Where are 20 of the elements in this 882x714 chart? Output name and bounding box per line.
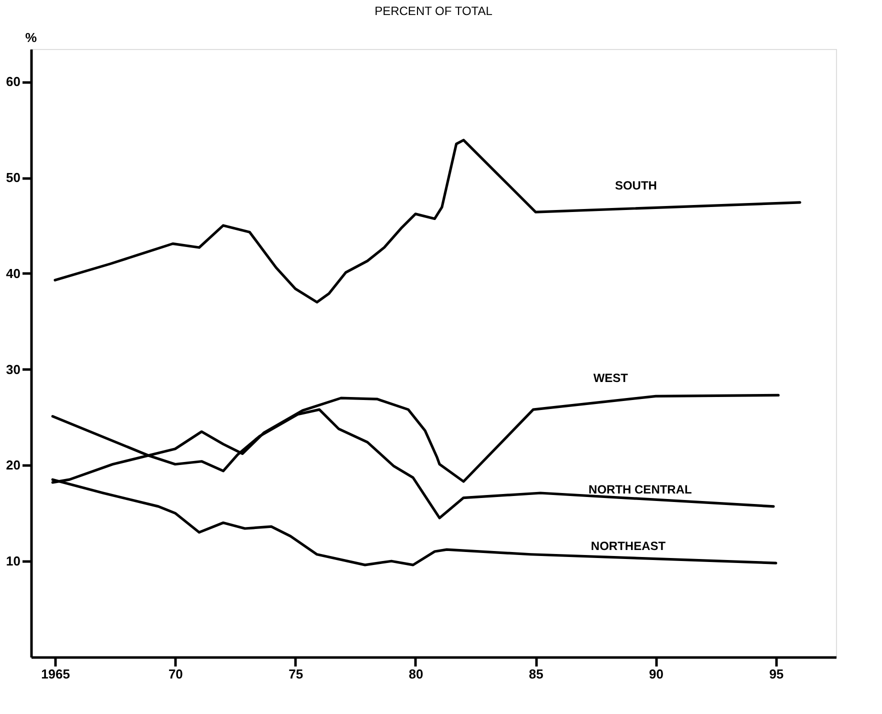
x-tick-label: 85 (528, 666, 544, 682)
x-tick-label: 1965 (41, 666, 70, 682)
y-tick-label: 50 (6, 170, 20, 186)
y-tick-label: 10 (6, 554, 20, 569)
y-tick-label: 20 (6, 458, 20, 473)
x-tick-label: 90 (649, 666, 664, 682)
y-tick-label: 60 (6, 74, 20, 90)
chart-title: PERCENT OF TOTAL (374, 4, 493, 18)
y-tick-label: 30 (6, 362, 20, 377)
x-tick-label: 95 (769, 666, 784, 682)
x-tick-label: 80 (408, 666, 424, 682)
x-tick-label: 75 (288, 666, 304, 682)
x-tick-label: 70 (168, 666, 183, 682)
y-tick-label: 40 (6, 266, 20, 281)
series-label: NORTH CENTRAL (588, 482, 692, 496)
line-series (54, 138, 802, 304)
series-label: SOUTH (614, 178, 657, 192)
y-axis-title: % (25, 30, 38, 45)
series-label: NORTHEAST (590, 539, 666, 554)
series-label: WEST (593, 371, 629, 386)
